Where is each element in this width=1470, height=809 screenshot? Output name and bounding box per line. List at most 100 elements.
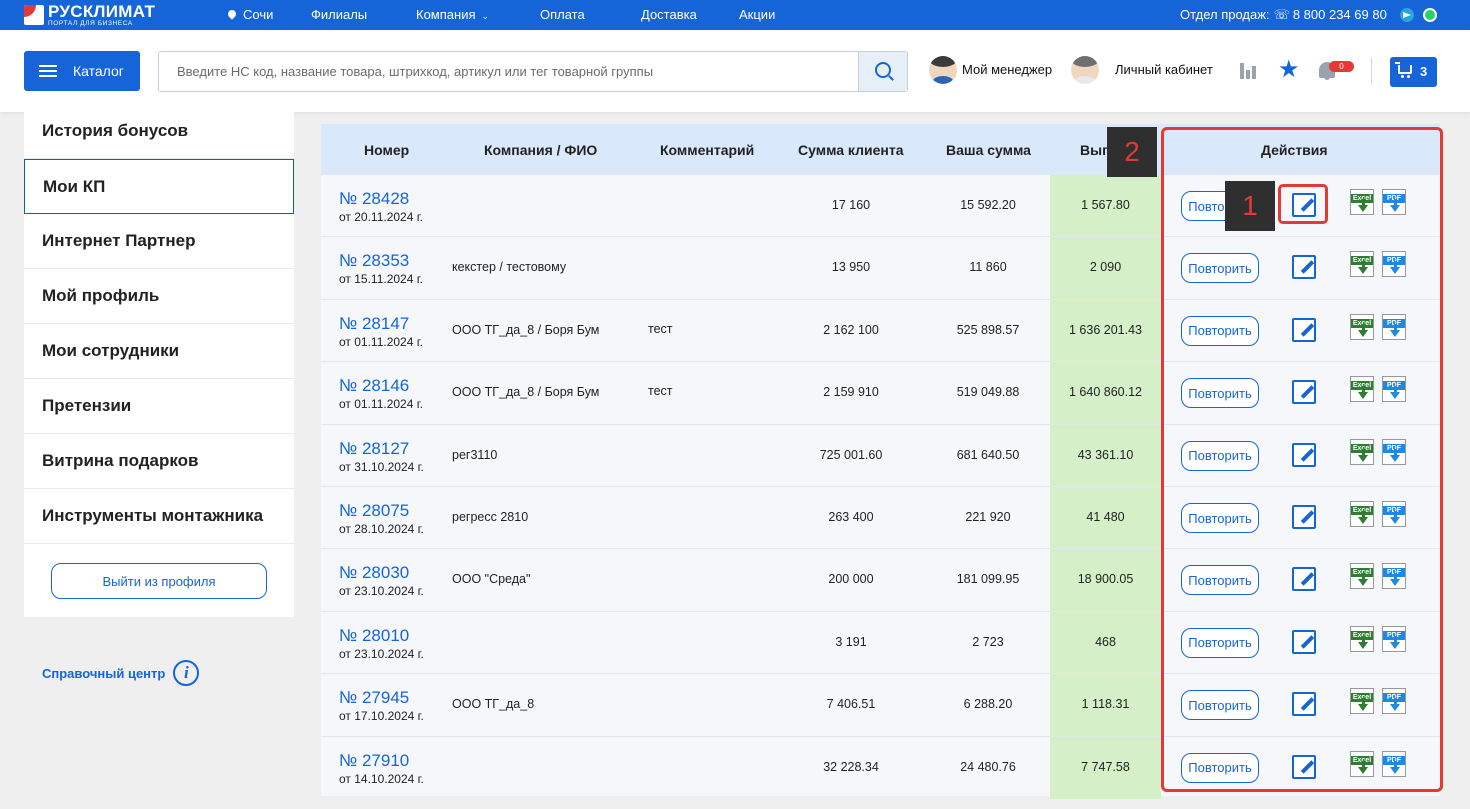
excel-download-icon[interactable]: Excel <box>1350 189 1374 215</box>
manager-avatar[interactable] <box>929 56 957 84</box>
edit-icon[interactable] <box>1292 193 1316 217</box>
repeat-button[interactable]: Повторить <box>1181 565 1259 596</box>
sidebar-item-claims[interactable]: Претензии <box>24 379 294 434</box>
pdf-label: PDF <box>1383 506 1405 515</box>
kp-number-link[interactable]: № 28075 <box>339 501 410 520</box>
excel-download-icon[interactable]: Excel <box>1350 688 1374 715</box>
sidebar-item-my-employees[interactable]: Мои сотрудники <box>24 324 294 379</box>
repeat-button[interactable]: Повторить <box>1181 690 1259 721</box>
kp-number-link[interactable]: № 27910 <box>339 750 410 770</box>
kp-your-sum: 24 480.76 <box>960 759 1016 774</box>
kp-benefit: 468 <box>1095 634 1116 649</box>
sidebar-item-bonus-history[interactable]: История бонусов <box>24 104 294 159</box>
pdf-download-icon[interactable]: PDF <box>1382 625 1406 652</box>
kp-number-link[interactable]: № 28010 <box>339 625 410 645</box>
kp-your-sum: 181 099.95 <box>956 572 1020 587</box>
search-button[interactable] <box>858 52 907 91</box>
pdf-download-icon[interactable]: PDF <box>1382 251 1406 278</box>
logo-subtitle: ПОРТАЛ ДЛЯ БИЗНЕСА <box>48 20 133 27</box>
kp-company: рег3110 <box>452 447 498 462</box>
edit-icon[interactable] <box>1292 317 1316 342</box>
repeat-button[interactable]: Повторить <box>1181 253 1259 284</box>
favorites-star-icon[interactable]: ★ <box>1278 56 1300 83</box>
repeat-button[interactable]: Повторить <box>1181 503 1259 533</box>
cart-icon <box>1395 62 1412 78</box>
search-input[interactable] <box>159 52 859 91</box>
pdf-download-icon[interactable]: PDF <box>1382 313 1406 340</box>
nav-promotions[interactable]: Акции <box>739 7 776 22</box>
kp-date: от 23.10.2024 г. <box>339 646 424 661</box>
excel-download-icon[interactable]: Excel <box>1350 625 1374 652</box>
personal-cabinet-link[interactable]: Личный кабинет <box>1115 62 1213 77</box>
sales-phone[interactable]: Отдел продаж: ☏ 8 800 234 69 80 <box>1180 7 1387 23</box>
sidebar-item-my-kp[interactable]: Мои КП <box>24 159 294 214</box>
kp-number-link[interactable]: № 28127 <box>339 438 410 458</box>
sidebar-item-installer-tools[interactable]: Инструменты монтажника <box>24 489 294 544</box>
edit-icon[interactable] <box>1292 567 1316 592</box>
pdf-download-icon[interactable]: PDF <box>1382 189 1406 215</box>
sidebar-item-gift-showcase[interactable]: Витрина подарков <box>24 434 294 489</box>
catalog-button[interactable]: Каталог <box>24 51 140 91</box>
kp-number-link[interactable]: № 28146 <box>339 376 410 396</box>
pdf-download-icon[interactable]: PDF <box>1382 563 1406 590</box>
nav-payment[interactable]: Оплата <box>540 7 585 22</box>
kp-benefit: 2 090 <box>1089 260 1122 275</box>
kp-client-sum: 200 000 <box>828 572 874 587</box>
excel-download-icon[interactable]: Excel <box>1350 376 1374 403</box>
kp-date: от 01.11.2024 г. <box>339 397 423 412</box>
logo[interactable]: РУСКЛИМАТ ПОРТАЛ ДЛЯ БИЗНЕСА <box>24 3 155 28</box>
excel-download-icon[interactable]: Excel <box>1350 750 1374 777</box>
city-selector[interactable]: Сочи <box>226 7 274 22</box>
compare-chart-icon[interactable] <box>1240 63 1258 79</box>
kp-number-link[interactable]: № 27945 <box>339 688 410 708</box>
nav-company[interactable]: Компания ⌄ <box>416 7 489 22</box>
edit-icon[interactable] <box>1292 692 1316 717</box>
my-manager-link[interactable]: Мой менеджер <box>962 62 1053 77</box>
excel-download-icon[interactable]: Excel <box>1350 251 1374 278</box>
excel-download-icon[interactable]: Excel <box>1350 313 1374 340</box>
kp-benefit-cell: 1 567.80 <box>1050 175 1161 237</box>
pdf-download-icon[interactable]: PDF <box>1382 438 1406 465</box>
edit-icon[interactable] <box>1292 255 1316 280</box>
kp-benefit-cell: 468 <box>1050 611 1161 674</box>
city-label: Сочи <box>243 7 274 22</box>
repeat-button[interactable]: Повторить <box>1181 315 1259 346</box>
pdf-download-icon[interactable]: PDF <box>1382 750 1406 777</box>
whatsapp-icon[interactable] <box>1423 8 1437 22</box>
nav-delivery[interactable]: Доставка <box>641 7 697 22</box>
kp-benefit: 1 567.80 <box>1081 198 1130 212</box>
user-avatar[interactable] <box>1071 56 1099 84</box>
pdf-download-icon[interactable]: PDF <box>1382 688 1406 715</box>
kp-number-link[interactable]: № 28428 <box>339 189 410 208</box>
excel-label: Excel <box>1351 381 1373 391</box>
kp-benefit: 41 480 <box>1086 510 1125 524</box>
edit-icon[interactable] <box>1292 629 1316 654</box>
pdf-download-icon[interactable]: PDF <box>1382 501 1406 527</box>
excel-download-icon[interactable]: Excel <box>1350 438 1374 465</box>
kp-number-link[interactable]: № 28030 <box>339 563 410 583</box>
telegram-icon[interactable] <box>1400 8 1414 22</box>
excel-download-icon[interactable]: Excel <box>1350 501 1374 527</box>
edit-icon[interactable] <box>1292 380 1316 405</box>
edit-icon[interactable] <box>1292 505 1316 529</box>
repeat-button[interactable]: Повторить <box>1181 440 1259 471</box>
kp-number-link[interactable]: № 28147 <box>339 313 410 333</box>
kp-client-sum: 17 160 <box>831 198 871 212</box>
pdf-label: PDF <box>1383 630 1405 640</box>
logout-button[interactable]: Выйти из профиля <box>51 563 267 599</box>
help-center-link[interactable]: Справочный центр i <box>42 660 200 686</box>
kp-company: ООО ТГ_да_8 / Боря Бум <box>452 385 600 400</box>
repeat-button[interactable]: Повторить <box>1181 752 1259 783</box>
edit-icon[interactable] <box>1292 442 1316 467</box>
excel-download-icon[interactable]: Excel <box>1350 563 1374 590</box>
cart-count: 3 <box>1420 64 1428 79</box>
nav-branches[interactable]: Филиалы <box>311 7 368 22</box>
edit-icon[interactable] <box>1292 754 1316 779</box>
kp-number-link[interactable]: № 28353 <box>339 251 410 271</box>
repeat-button[interactable]: Повторить <box>1181 627 1259 658</box>
sidebar-item-my-profile[interactable]: Мой профиль <box>24 269 294 324</box>
pdf-download-icon[interactable]: PDF <box>1382 376 1406 403</box>
cart-button[interactable]: 3 <box>1390 57 1437 87</box>
sidebar-item-internet-partner[interactable]: Интернет Партнер <box>24 214 294 269</box>
repeat-button[interactable]: Повторить <box>1181 378 1259 409</box>
